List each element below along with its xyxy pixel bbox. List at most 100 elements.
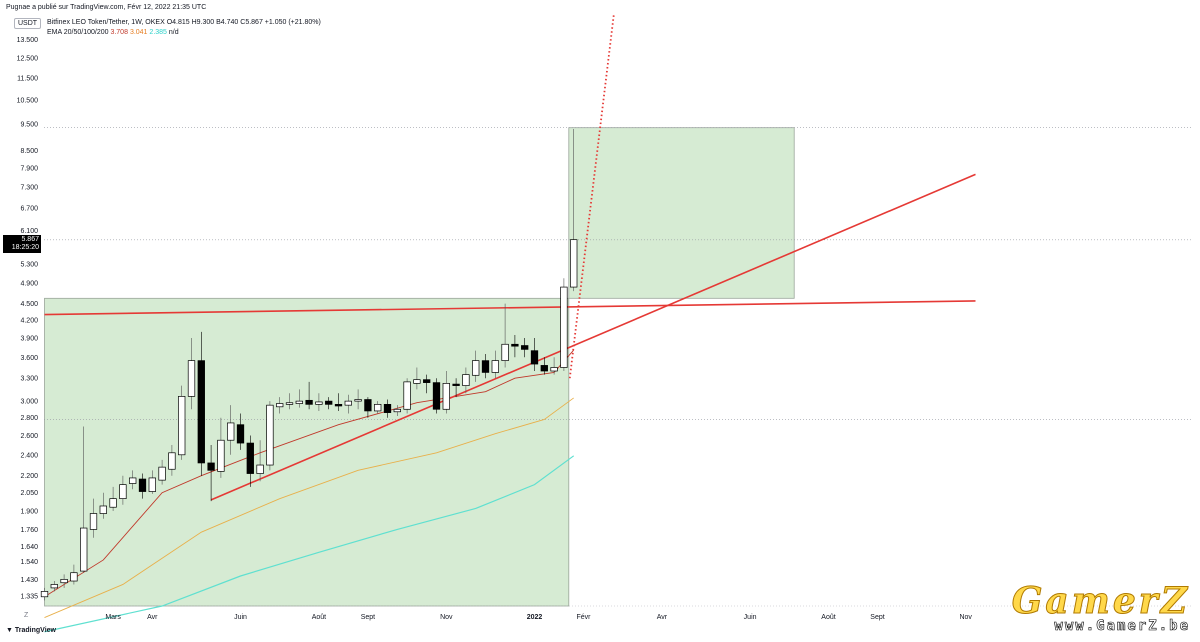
projection-line-2 bbox=[568, 13, 615, 379]
candle-body-up bbox=[89, 513, 98, 530]
candle-14 bbox=[178, 385, 186, 460]
candle-28 bbox=[315, 393, 323, 411]
candle-4 bbox=[80, 426, 88, 573]
candle-17 bbox=[207, 444, 215, 502]
candle-0 bbox=[40, 587, 49, 601]
candle-body-up bbox=[344, 400, 352, 406]
candle-body-up bbox=[109, 498, 117, 508]
ema20-value: 3.708 bbox=[110, 29, 128, 36]
y-tick-label: 2.600 bbox=[20, 433, 38, 440]
watermark-url: www.GamerZ.be bbox=[1054, 618, 1190, 635]
candle-39 bbox=[423, 374, 431, 394]
x-tick-label: Sept bbox=[361, 614, 375, 621]
y-tick-label: 1.760 bbox=[20, 527, 38, 534]
y-tick-label: 2.200 bbox=[20, 473, 38, 480]
candle-body-up bbox=[178, 396, 186, 456]
candle-6 bbox=[99, 492, 107, 519]
candle-body-down bbox=[432, 382, 441, 410]
candle-18 bbox=[217, 417, 225, 478]
tradingview-logo-text: TradingView bbox=[14, 627, 56, 634]
y-tick-label: 3.000 bbox=[20, 399, 38, 406]
tradingview-logo-icon: ▼ bbox=[6, 627, 13, 634]
candle-38 bbox=[413, 367, 421, 390]
candle-51 bbox=[540, 357, 548, 375]
timezone-button[interactable]: Z bbox=[24, 612, 29, 619]
x-tick-label: Nov bbox=[959, 614, 972, 621]
candle-42 bbox=[452, 378, 460, 398]
candle-body-down bbox=[540, 365, 548, 372]
candle-body-down bbox=[383, 404, 392, 413]
candle-body-up bbox=[315, 401, 323, 405]
x-tick-label: Sept bbox=[870, 614, 884, 621]
current-price-badge: 5.867 18:25:20 bbox=[3, 235, 41, 253]
candle-41 bbox=[442, 371, 450, 414]
candle-body-up bbox=[148, 477, 156, 492]
y-tick-label: 2.800 bbox=[20, 415, 38, 422]
candle-body-up bbox=[570, 239, 578, 288]
x-tick-label: Avr bbox=[147, 614, 158, 621]
candle-22 bbox=[256, 440, 264, 482]
y-tick-label: 1.430 bbox=[20, 577, 38, 584]
candle-2 bbox=[60, 574, 68, 588]
y-tick-label: 1.900 bbox=[20, 508, 38, 515]
x-tick-label: Juin bbox=[234, 614, 247, 621]
ema100-line bbox=[44, 455, 575, 633]
candle-body-up bbox=[168, 452, 176, 470]
candle-47 bbox=[501, 303, 509, 368]
x-tick-label: Févr bbox=[577, 614, 592, 621]
candle-15 bbox=[187, 338, 196, 410]
candle-body-up bbox=[227, 422, 235, 441]
y-tick-label: 1.540 bbox=[20, 559, 38, 566]
tradingview-logo: ▼ TradingView bbox=[6, 627, 56, 634]
candle-body-up bbox=[462, 374, 470, 386]
y-tick-label: 1.640 bbox=[20, 544, 38, 551]
y-tick-label: 4.500 bbox=[20, 301, 38, 308]
candle-34 bbox=[374, 401, 382, 414]
ema200-value: n/d bbox=[168, 29, 179, 36]
candle-11 bbox=[148, 470, 156, 494]
candle-body-up bbox=[442, 383, 450, 410]
candle-10 bbox=[138, 473, 147, 499]
candle-8 bbox=[119, 475, 127, 505]
x-tick-label: Avr bbox=[657, 614, 668, 621]
x-tick-label: 2022 bbox=[527, 614, 543, 621]
candle-36 bbox=[393, 405, 401, 417]
candle-13 bbox=[168, 444, 176, 476]
trendline-line-1 bbox=[210, 173, 976, 501]
candle-body-up bbox=[354, 399, 362, 402]
candle-43 bbox=[462, 367, 470, 394]
y-tick-label: 3.300 bbox=[20, 376, 38, 383]
support-zone bbox=[44, 297, 570, 607]
x-tick-label: Nov bbox=[440, 614, 453, 621]
candle-32 bbox=[354, 389, 362, 410]
ema100-value: 2.385 bbox=[149, 29, 167, 36]
candle-33 bbox=[364, 397, 372, 418]
y-tick-label: 5.300 bbox=[20, 262, 38, 269]
candle-21 bbox=[246, 435, 254, 487]
candle-30 bbox=[334, 393, 343, 411]
candle-5 bbox=[89, 498, 98, 538]
ema20-line bbox=[44, 349, 575, 598]
candle-40 bbox=[432, 378, 441, 414]
x-tick-label: Août bbox=[312, 614, 326, 621]
candle-body-up bbox=[60, 578, 68, 584]
target-zone bbox=[568, 127, 795, 299]
candle-body-up bbox=[413, 379, 421, 384]
candle-body-down bbox=[481, 360, 490, 373]
candle-body-up bbox=[80, 527, 88, 572]
candles-layer bbox=[40, 128, 578, 601]
candle-body-up bbox=[374, 404, 382, 412]
candle-20 bbox=[236, 413, 245, 450]
candle-54 bbox=[570, 128, 578, 292]
currency-button[interactable]: USDT bbox=[14, 18, 42, 29]
x-tick-label: Juin bbox=[744, 614, 757, 621]
y-tick-label: 7.900 bbox=[20, 166, 38, 173]
candle-body-up bbox=[266, 404, 274, 466]
candle-body-down bbox=[305, 399, 313, 405]
y-axis: 13.500 12.500 11.500 10.500 9.500 8.500 7.900 7… bbox=[17, 37, 39, 601]
symbol-line: Bitfinex LEO Token/Tether, 1W, OKEX O4.8… bbox=[47, 19, 321, 26]
candle-body-down bbox=[334, 404, 343, 407]
y-tick-label: 8.500 bbox=[20, 148, 38, 155]
